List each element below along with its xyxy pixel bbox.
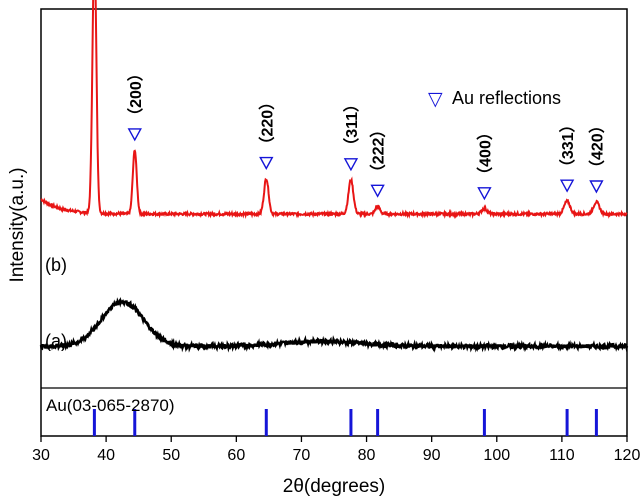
x-tick-label: 120 xyxy=(614,447,641,464)
series-layer xyxy=(39,0,629,353)
peak-hkl-label: （200） xyxy=(127,65,145,124)
peak-markers: （111）（200）（220）（311）（222）（400）（331）（420） xyxy=(127,65,606,201)
peak-marker-triangle-icon xyxy=(559,179,575,193)
x-tick-label: 30 xyxy=(32,447,50,464)
reference-label: Au(03-065-2870) xyxy=(46,396,175,415)
plot-frame xyxy=(40,8,628,437)
x-tick-label: 80 xyxy=(358,447,376,464)
series-a-line xyxy=(39,296,629,353)
x-tick-label: 90 xyxy=(423,447,441,464)
peak-hkl-label: （420） xyxy=(588,117,606,176)
x-tick-label: 100 xyxy=(483,447,510,464)
peak-marker-triangle-icon xyxy=(370,184,385,198)
peak-marker-triangle-icon xyxy=(259,156,274,170)
peak-marker-triangle-icon xyxy=(343,158,359,172)
x-axis-title: 2θ(degrees) xyxy=(283,476,385,497)
series-a-label: (a) xyxy=(45,331,67,351)
legend-label: Au reflections xyxy=(452,88,561,108)
y-axis-title: Intensity(a.u.) xyxy=(7,167,28,282)
legend-triangle-icon: ▽ xyxy=(428,88,443,110)
x-tick-label: 40 xyxy=(97,447,115,464)
reference-lines xyxy=(92,409,598,436)
peak-hkl-label: （331） xyxy=(559,116,577,175)
x-tick-label: 50 xyxy=(162,447,180,464)
peak-hkl-label: （311） xyxy=(343,96,361,154)
peak-hkl-label: （220） xyxy=(258,94,276,153)
peak-marker-triangle-icon xyxy=(589,180,604,194)
peak-marker-triangle-icon xyxy=(127,128,142,142)
x-tick-label: 60 xyxy=(227,447,245,464)
peak-marker-triangle-icon xyxy=(477,187,492,201)
series-b-label: (b) xyxy=(45,255,67,275)
x-axis-ticks: 30 40 50 60 70 80 90 100 110 120 xyxy=(32,436,640,464)
peak-hkl-label: （400） xyxy=(476,124,494,183)
series-b-line xyxy=(40,0,628,220)
x-tick-label: 110 xyxy=(549,447,575,464)
x-tick-label: 70 xyxy=(293,447,311,464)
peak-hkl-label: （222） xyxy=(370,122,388,181)
